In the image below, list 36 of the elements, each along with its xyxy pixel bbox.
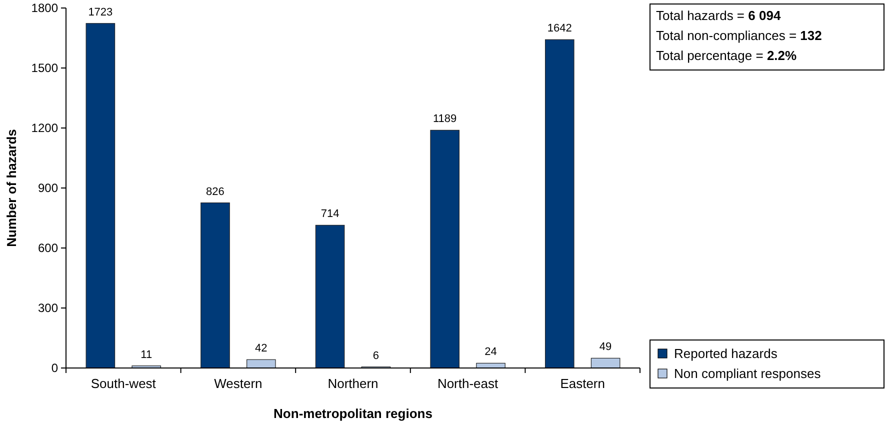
text: Total hazards = 6 094	[656, 8, 782, 23]
data-label: 24	[484, 346, 497, 358]
data-label: 6	[372, 350, 380, 362]
data-label: 1642	[547, 22, 572, 35]
x-tick-label: South-west	[90, 376, 156, 391]
x-tick-label: Northern	[328, 376, 378, 391]
x-tick-label: Western	[214, 376, 262, 391]
data-label: 42	[255, 342, 268, 355]
x-tick-label: Eastern	[560, 376, 606, 391]
text: Total percentage = 2.2%	[656, 48, 798, 63]
y-tick-label: 300	[38, 301, 58, 315]
data-label: 11	[140, 348, 152, 361]
bar	[200, 202, 230, 368]
bar	[430, 130, 460, 368]
bar	[246, 359, 276, 368]
text: Total non-compliances = 132	[656, 28, 822, 43]
y-tick-label: 900	[38, 181, 58, 195]
y-tick-label: 1200	[31, 121, 58, 135]
bar	[86, 23, 116, 368]
y-tick-label: 1500	[31, 61, 58, 75]
x-tick-label: North-east	[437, 376, 499, 391]
legend-label: Reported hazards	[674, 346, 778, 361]
y-tick-label: 1800	[31, 1, 58, 15]
bar	[590, 358, 620, 368]
x-axis-title: Non-metropolitan regions	[274, 406, 432, 421]
y-tick-label: 0	[51, 361, 58, 375]
y-tick-label: 600	[38, 241, 58, 255]
data-label: 49	[599, 341, 612, 354]
data-label: 714	[320, 208, 340, 220]
bar	[315, 224, 345, 368]
data-label: 826	[206, 186, 224, 198]
y-axis-title: Number of hazards	[4, 129, 19, 247]
bar	[544, 39, 574, 368]
data-label: 1723	[88, 6, 113, 18]
data-label: 1189	[433, 113, 457, 126]
legend-label: Non compliant responses	[674, 366, 822, 381]
